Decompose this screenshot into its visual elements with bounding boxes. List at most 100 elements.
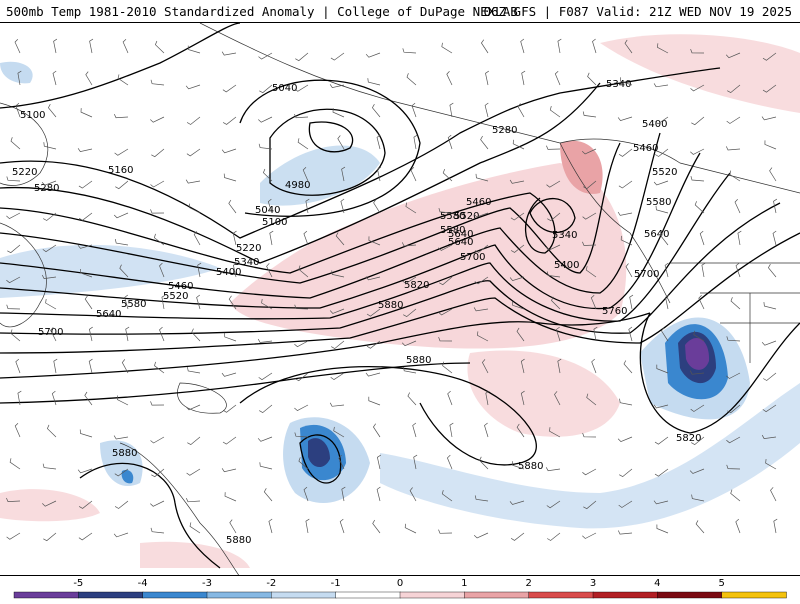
wind-barb bbox=[660, 231, 669, 246]
wind-barb bbox=[618, 148, 633, 157]
contour-5640 bbox=[0, 202, 781, 335]
alaska-coast bbox=[199, 23, 800, 194]
wind-barb bbox=[333, 426, 345, 438]
contour-label: 5580 bbox=[440, 211, 465, 222]
wind-barb bbox=[84, 295, 93, 310]
contour-5880-low bbox=[299, 434, 342, 484]
wind-barbs bbox=[6, 38, 778, 542]
wind-barb bbox=[485, 390, 490, 406]
warm-anomaly-southwest bbox=[0, 489, 100, 522]
wind-barb bbox=[185, 404, 201, 411]
wind-barb bbox=[449, 422, 454, 438]
wind-barb bbox=[6, 276, 21, 284]
wind-barb bbox=[582, 532, 597, 539]
contour-label: 5700 bbox=[634, 269, 659, 280]
wind-barb bbox=[302, 166, 309, 182]
wind-barb bbox=[15, 102, 21, 118]
wind-barb bbox=[42, 500, 57, 507]
wind-barb bbox=[592, 38, 597, 54]
wind-barb bbox=[221, 372, 237, 377]
wind-barb bbox=[587, 72, 597, 86]
wind-barb bbox=[441, 490, 453, 502]
contour-5280 bbox=[0, 82, 601, 264]
wind-barb bbox=[6, 304, 21, 310]
wind-barb bbox=[557, 38, 562, 54]
colorbar-tick-label: 5 bbox=[718, 578, 724, 589]
wind-barb bbox=[365, 276, 381, 281]
wind-barb bbox=[329, 84, 345, 88]
wind-barb bbox=[480, 39, 489, 54]
wind-barb bbox=[46, 424, 57, 438]
wind-barb bbox=[114, 500, 129, 509]
contour-label: 5520 bbox=[454, 211, 479, 222]
wind-barb bbox=[664, 262, 669, 278]
wind-barb bbox=[187, 436, 201, 446]
wind-barb bbox=[405, 202, 417, 214]
wind-barb bbox=[330, 52, 345, 61]
cold-anomaly-band bbox=[380, 383, 800, 529]
contour-label: 5340 bbox=[234, 257, 259, 268]
wind-barb bbox=[411, 102, 417, 118]
wind-barb bbox=[653, 83, 669, 88]
wind-barb bbox=[545, 244, 561, 251]
wind-barb bbox=[377, 454, 381, 470]
contour-label: 4980 bbox=[285, 180, 310, 191]
wind-barb bbox=[53, 38, 58, 54]
wind-barb bbox=[554, 70, 561, 86]
wind-barb bbox=[655, 205, 669, 214]
wind-barb bbox=[113, 212, 129, 219]
wind-barb bbox=[188, 203, 201, 214]
wind-barb bbox=[193, 231, 201, 246]
wind-barb bbox=[447, 134, 453, 150]
wind-barb bbox=[329, 402, 345, 407]
wind-barb bbox=[653, 404, 669, 409]
wind-barb bbox=[480, 135, 489, 150]
wind-barb bbox=[618, 500, 633, 508]
wind-barb bbox=[585, 266, 597, 278]
contour-label: 5580 bbox=[121, 299, 146, 310]
wind-barb bbox=[261, 298, 273, 310]
wind-barb bbox=[516, 327, 525, 342]
contour-label: 5340 bbox=[552, 230, 577, 241]
wind-barb bbox=[189, 522, 201, 534]
wind-barb bbox=[509, 276, 525, 282]
wind-barb bbox=[78, 532, 93, 541]
wind-barb bbox=[623, 360, 633, 374]
wind-barb bbox=[376, 486, 381, 502]
colorbar-swatch bbox=[78, 591, 144, 599]
colorbar-swatch bbox=[464, 591, 530, 599]
wind-barb bbox=[47, 104, 57, 118]
contour-label: 5820 bbox=[404, 280, 429, 291]
wind-barb bbox=[665, 294, 669, 310]
wind-barb bbox=[294, 304, 309, 310]
wind-barb bbox=[368, 396, 381, 406]
wind-barb bbox=[116, 395, 129, 406]
wind-barb bbox=[268, 518, 273, 534]
wind-barb bbox=[583, 180, 597, 190]
wind-barb bbox=[547, 212, 561, 222]
wind-barb bbox=[657, 43, 669, 54]
wind-barb bbox=[150, 500, 165, 507]
wind-barb bbox=[113, 113, 129, 119]
wind-barb bbox=[473, 532, 489, 539]
wind-barb bbox=[725, 52, 741, 59]
wind-barb bbox=[661, 327, 669, 342]
wind-barb bbox=[402, 48, 417, 54]
wind-barb bbox=[119, 264, 129, 278]
wind-barb bbox=[625, 263, 633, 278]
wind-barb bbox=[773, 518, 778, 534]
wind-barb bbox=[629, 294, 634, 310]
wind-barb bbox=[78, 500, 93, 509]
contour-label: 5880 bbox=[378, 300, 403, 311]
colorbar-tick-label: -3 bbox=[202, 578, 212, 589]
wind-barb bbox=[726, 464, 741, 470]
wind-barb bbox=[79, 429, 93, 438]
contour-5820-west bbox=[0, 362, 471, 404]
wind-barb bbox=[689, 468, 705, 474]
colorbar-svg: -5 -4 -3 -2 -1 0 1 2 3 4 5 bbox=[13, 578, 787, 599]
wind-barb bbox=[404, 523, 417, 534]
contour-label: 5100 bbox=[262, 217, 287, 228]
wind-barb bbox=[52, 70, 57, 86]
anomaly-colorbar: -5 -4 -3 -2 -1 0 1 2 3 4 5 bbox=[0, 576, 800, 600]
wind-barb bbox=[438, 336, 453, 342]
